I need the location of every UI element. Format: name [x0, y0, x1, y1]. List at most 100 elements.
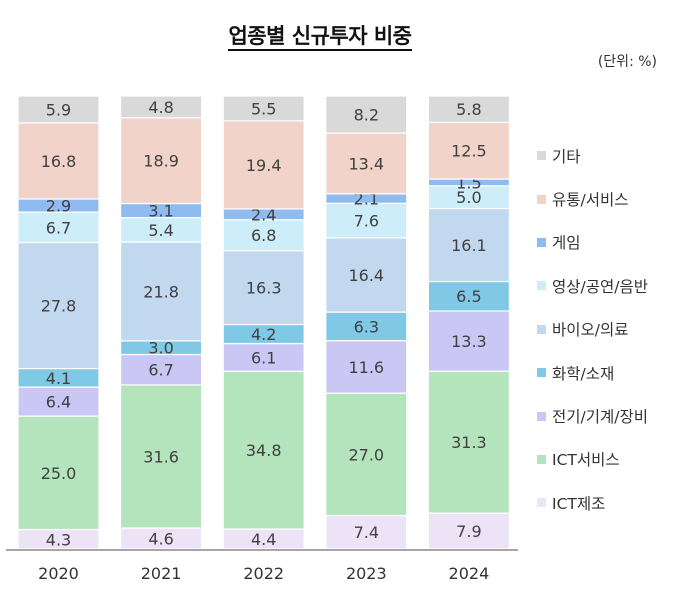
- data-label-2021-2: 6.7: [148, 361, 173, 380]
- legend-label: ICT서비스: [552, 451, 620, 470]
- data-label-2021-4: 21.8: [143, 282, 179, 301]
- bar-segment-2020-7: [17, 122, 100, 200]
- legend-swatch: [537, 194, 546, 204]
- data-label-2021-6: 3.1: [148, 202, 173, 221]
- data-label-2021-8: 4.8: [148, 98, 173, 117]
- data-label-2022-8: 5.5: [251, 100, 276, 119]
- unit-label: (단위: %): [597, 54, 657, 70]
- data-label-2020-6: 2.9: [46, 197, 71, 216]
- data-label-2024-0: 7.9: [456, 522, 481, 541]
- legend-item: 유통/서비스: [537, 177, 687, 220]
- bar-segment-2023-4: [325, 237, 408, 313]
- bar-segment-2020-4: [17, 241, 100, 370]
- bar-segment-2022-4: [222, 250, 305, 326]
- legend-label: ICT제조: [552, 494, 606, 513]
- legend-swatch: [537, 237, 546, 247]
- bar-segment-2021-4: [119, 241, 203, 342]
- x-tick-label-2021: 2021: [141, 564, 182, 583]
- bar-segment-2023-8: [325, 95, 408, 134]
- bar-segment-2024-7: [427, 121, 510, 180]
- bar-segment-2020-8: [17, 95, 100, 124]
- data-label-2023-8: 8.2: [354, 106, 379, 125]
- x-tick-label-2022: 2022: [243, 564, 284, 583]
- bar-segment-2022-2: [222, 343, 305, 372]
- data-label-2020-8: 5.9: [46, 100, 71, 119]
- bar-segment-2024-4: [427, 207, 510, 283]
- legend-swatch: [537, 454, 546, 464]
- data-label-2020-3: 4.1: [46, 369, 71, 388]
- data-label-2022-5: 6.8: [251, 226, 276, 245]
- legend-label: 게임: [552, 234, 581, 253]
- legend-item: 기타: [537, 134, 687, 177]
- legend-label: 바이오/의료: [552, 321, 629, 340]
- bar-segment-2020-1: [17, 415, 100, 531]
- data-label-2024-7: 12.5: [451, 142, 487, 161]
- bar-segment-2021-2: [119, 353, 203, 386]
- data-label-2023-3: 6.3: [354, 317, 379, 336]
- bar-segment-2020-2: [17, 386, 100, 417]
- legend-label: 화학/소재: [552, 364, 615, 383]
- data-label-2021-0: 4.6: [148, 530, 173, 549]
- data-label-2024-3: 6.5: [456, 287, 481, 306]
- data-label-2024-4: 16.1: [451, 236, 487, 255]
- legend-item: 바이오/의료: [537, 308, 687, 351]
- data-label-2022-7: 19.4: [246, 156, 282, 175]
- bar-segment-2020-5: [17, 211, 100, 244]
- legend-swatch: [537, 368, 546, 378]
- data-label-2020-1: 25.0: [41, 464, 77, 483]
- data-label-2021-1: 31.6: [143, 448, 179, 467]
- legend-label: 기타: [552, 147, 581, 166]
- data-label-2020-5: 6.7: [46, 218, 71, 237]
- bar-segment-2022-1: [222, 370, 305, 530]
- legend-label: 영상/공연/음반: [552, 277, 649, 296]
- bar-segment-2021-8: [119, 95, 203, 119]
- data-label-2024-8: 5.8: [456, 100, 481, 119]
- legend-item: 게임: [537, 221, 687, 264]
- legend-label: 유통/서비스: [552, 191, 629, 210]
- legend-item: 전기/기계/장비: [537, 394, 687, 437]
- data-label-2020-0: 4.3: [46, 530, 71, 549]
- bar-segment-2024-8: [427, 95, 510, 123]
- data-label-2021-5: 5.4: [148, 221, 173, 240]
- bar-segment-2021-7: [119, 117, 203, 205]
- data-label-2023-0: 7.4: [354, 523, 379, 542]
- chart-title: 업종별 신규투자 비중: [0, 20, 640, 51]
- data-label-2020-4: 27.8: [41, 297, 77, 316]
- legend-item: 화학/소재: [537, 351, 687, 394]
- legend-swatch: [537, 281, 546, 291]
- data-label-2022-1: 34.8: [246, 441, 282, 460]
- bar-segment-2024-1: [427, 370, 510, 514]
- legend-item: 영상/공연/음반: [537, 264, 687, 307]
- data-label-2024-2: 13.3: [451, 332, 487, 351]
- data-label-2023-2: 11.6: [348, 358, 384, 377]
- data-label-2022-6: 2.4: [251, 205, 276, 224]
- bar-segment-2023-7: [325, 132, 408, 195]
- legend-swatch: [537, 324, 546, 334]
- bar-segment-2022-8: [222, 95, 305, 122]
- data-label-2020-7: 16.8: [41, 152, 77, 171]
- chart-title-text: 업종별 신규투자 비중: [228, 24, 412, 51]
- data-label-2023-1: 27.0: [348, 445, 384, 464]
- x-tick-label-2024: 2024: [449, 564, 490, 583]
- legend-swatch: [537, 151, 546, 161]
- bar-segment-2024-3: [427, 280, 510, 312]
- legend-label: 전기/기계/장비: [552, 408, 649, 427]
- x-tick-label-2023: 2023: [346, 564, 387, 583]
- bar-segment-2023-3: [325, 311, 408, 342]
- data-label-2023-4: 16.4: [348, 266, 384, 285]
- bar-segment-2021-1: [119, 384, 203, 529]
- x-tick-label-2020: 2020: [38, 564, 79, 583]
- legend-item: ICT서비스: [537, 438, 687, 481]
- legend-swatch: [537, 411, 546, 421]
- data-label-2022-4: 16.3: [246, 279, 282, 298]
- data-label-2022-3: 4.2: [251, 325, 276, 344]
- legend-item: ICT제조: [537, 481, 687, 524]
- data-label-2022-2: 6.1: [251, 348, 276, 367]
- data-label-2024-5: 5.0: [456, 188, 481, 207]
- data-label-2021-7: 18.9: [143, 152, 179, 171]
- legend-swatch: [537, 498, 546, 508]
- data-label-2023-5: 7.6: [354, 212, 379, 231]
- bar-segment-2023-1: [325, 392, 408, 517]
